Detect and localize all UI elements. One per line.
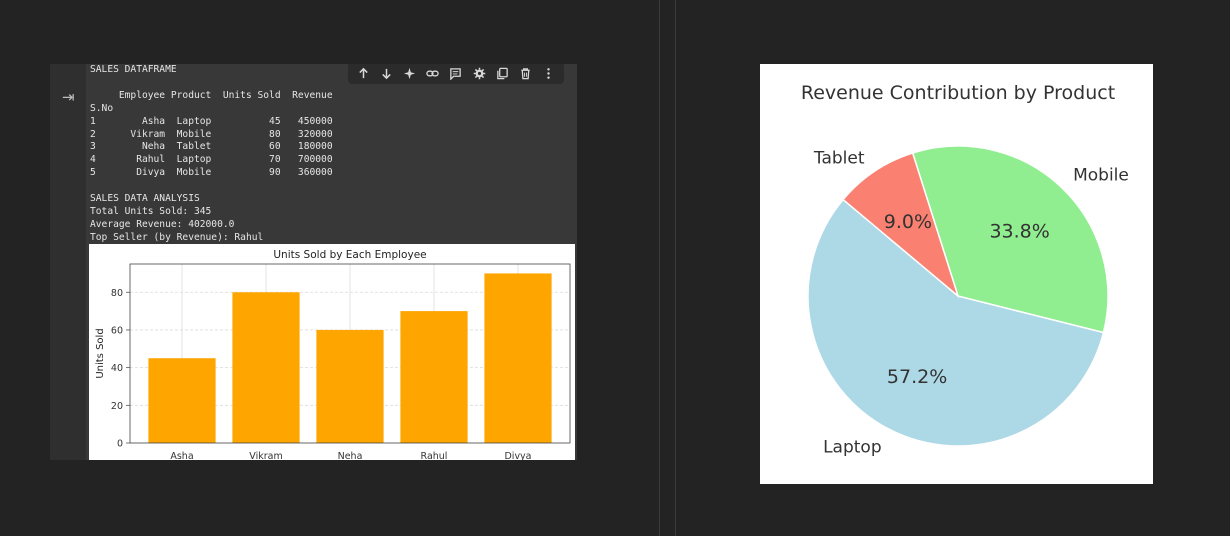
copy-icon[interactable] [493,64,511,82]
sparkle-icon[interactable] [401,64,419,82]
bar-chart: Units Sold by Each Employee 0 20 40 60 80 Asha… [95,249,571,460]
pie-slice-tablet [842,152,960,299]
bar-chart-figure: Units Sold by Each Employee 0 20 40 60 80 Asha… [89,244,575,460]
comment-icon[interactable] [447,64,465,82]
bar-ytick-label: 80 [111,288,123,299]
bar-xtick-label: Divya [504,451,531,460]
bar-xtick-label: Rahul [421,451,448,460]
cell-toolbar [348,64,564,84]
bar-ytick-label: 0 [117,439,123,450]
move-down-icon[interactable] [378,64,396,82]
pie-pct-label: 33.8% [989,220,1049,242]
bar-ylabel: Units Sold [95,328,106,378]
settings-icon[interactable] [470,64,488,82]
pie-label-laptop: Laptop [823,438,882,458]
pie-pct-label: 9.0% [884,211,932,233]
pie-slice-mobile [911,145,1109,334]
pie-chart-title: Revenue Contribution by Product [801,82,1115,104]
delete-icon[interactable] [516,64,534,82]
notebook-output-cell: ⇥ SALES DATAFRAME Employee Product Units… [50,64,577,460]
bar-xtick-label: Vikram [249,451,282,460]
pie-label-mobile: Mobile [1073,166,1129,186]
more-icon[interactable] [539,64,557,82]
bar-rahul [400,311,468,443]
bar-axes-frame [129,263,571,444]
bar-ytick-label: 60 [111,325,123,336]
pie-label-tablet: Tablet [813,148,865,168]
bar-ytick-label: 40 [111,363,123,374]
bar-chart-title: Units Sold by Each Employee [273,249,426,261]
pie-chart-figure: Revenue Contribution by Product 57.2% Lapt… [760,64,1153,484]
bar-neha [316,329,384,443]
link-icon[interactable] [424,64,442,82]
cell-gutter: ⇥ [50,64,86,460]
pie-chart: Revenue Contribution by Product 57.2% Lapt… [801,82,1129,458]
panel-divider-left [659,0,660,536]
bar-ytick-label: 20 [111,401,123,412]
bar-asha [148,358,216,443]
bar-divya [484,273,552,443]
bar-xtick-label: Asha [170,451,193,460]
panel-divider-right [675,0,676,536]
pie-slice-laptop [807,198,1105,447]
bar-vikram [232,292,300,443]
move-up-icon[interactable] [355,64,373,82]
output-text: SALES DATAFRAME Employee Product Units S… [90,64,333,243]
pie-pct-label: 57.2% [887,366,947,388]
bar-xtick-label: Neha [338,451,363,460]
output-toggle-icon[interactable]: ⇥ [62,88,75,106]
